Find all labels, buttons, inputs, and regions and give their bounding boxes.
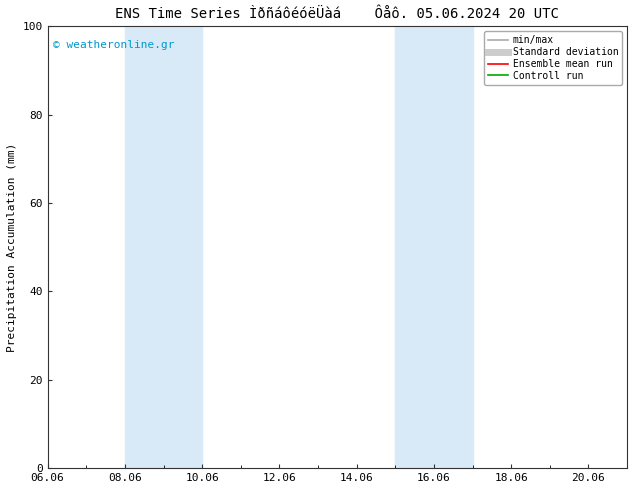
Y-axis label: Precipitation Accumulation (mm): Precipitation Accumulation (mm) bbox=[7, 143, 17, 352]
Legend: min/max, Standard deviation, Ensemble mean run, Controll run: min/max, Standard deviation, Ensemble me… bbox=[484, 31, 622, 85]
Bar bbox=[125, 26, 202, 468]
Text: © weatheronline.gr: © weatheronline.gr bbox=[53, 40, 175, 49]
Bar bbox=[395, 26, 472, 468]
Title: ENS Time Series ÌðñáôéóëÜàá    Ôåô. 05.06.2024 20 UTC: ENS Time Series ÌðñáôéóëÜàá Ôåô. 05.06.2… bbox=[115, 7, 559, 21]
